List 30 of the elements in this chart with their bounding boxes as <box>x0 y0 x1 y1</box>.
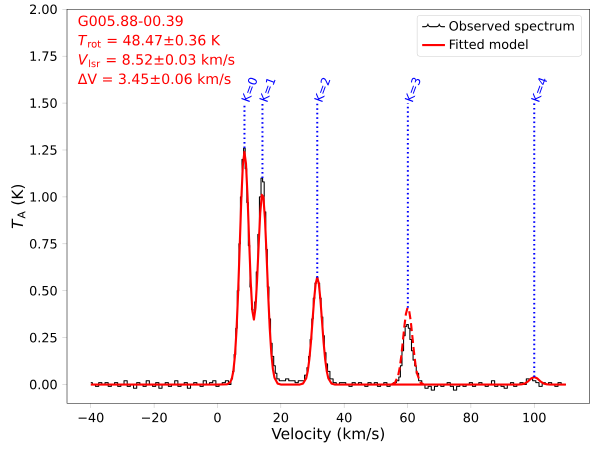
x-tick-label: 0 <box>214 412 221 422</box>
y-tick-label: 1.50 <box>30 98 57 108</box>
y-tick-label: 1.75 <box>30 51 57 61</box>
x-tick-label: 100 <box>523 412 546 422</box>
annotation: K=4 <box>531 78 547 102</box>
x-tick-label: 40 <box>336 412 352 422</box>
y-axis-title: T$_{A}$ (K) <box>11 184 26 228</box>
y-tick-label: 0.75 <box>30 238 57 249</box>
y-tick-label: 1.00 <box>30 192 57 202</box>
annotation: K=3 <box>404 78 420 102</box>
annotation: T$_{rot}$ = 48.47±0.36 K <box>78 34 220 48</box>
annotation: K=1 <box>259 78 276 102</box>
annotation: ΔV = 3.45±0.06 km/s <box>78 73 231 86</box>
y-tick-label: 0.50 <box>30 286 57 296</box>
x-axis-title: Velocity (km/s) <box>271 427 384 442</box>
annotation: K=0 <box>241 78 257 102</box>
x-tick-label: −20 <box>142 412 167 422</box>
y-tick-label: 0.25 <box>30 332 57 342</box>
annotation: K=2 <box>314 78 330 102</box>
x-tick-label: 80 <box>464 412 478 422</box>
y-tick-label: 1.25 <box>30 145 57 155</box>
y-tick-label: 2.00 <box>30 4 57 14</box>
x-tick-label: 60 <box>400 412 415 422</box>
legend-label: Observed spectrum <box>449 20 574 34</box>
x-tick-label: −40 <box>78 412 104 422</box>
annotation: G005.88-00.39 <box>78 15 183 26</box>
y-tick-label: 0.00 <box>30 380 57 390</box>
legend-label: Fitted model <box>450 39 528 49</box>
x-tick-label: 20 <box>274 412 288 422</box>
annotation: V$_{lsr}$ = 8.52±0.03 km/s <box>78 54 234 68</box>
